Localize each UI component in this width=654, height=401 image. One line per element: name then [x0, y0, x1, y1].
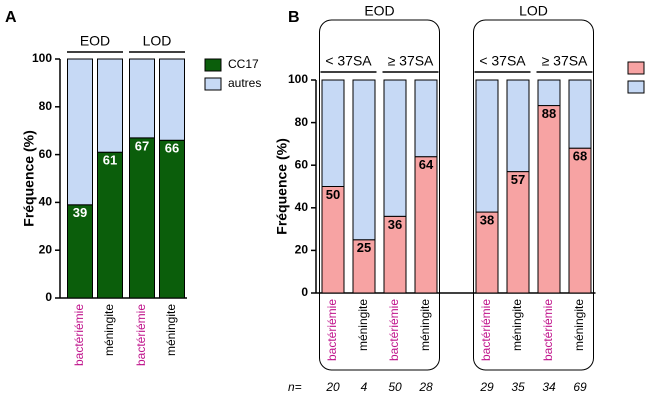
- bar-segment: [537, 105, 561, 294]
- bar-segment: [67, 58, 93, 206]
- group-box: [319, 19, 440, 371]
- bar-segment: [568, 79, 592, 149]
- value-label: 25: [357, 240, 371, 255]
- x-tick-label: bactériémie: [479, 299, 493, 361]
- bar-segment: [414, 156, 438, 294]
- x-tick-label: méningite: [102, 304, 116, 356]
- legend-label: CC17: [228, 57, 259, 71]
- y-tick-label: 80: [39, 99, 53, 113]
- bar-segment: [321, 186, 345, 294]
- value-label: 61: [103, 153, 117, 168]
- legend-label: autres: [228, 76, 261, 90]
- x-tick-label: méningite: [356, 299, 370, 351]
- x-tick-label: bactériémie: [72, 304, 86, 366]
- x-tick-label: bactériémie: [325, 299, 339, 361]
- subgroup-label: < 37SA: [325, 53, 372, 69]
- y-tick-label: 40: [295, 200, 309, 214]
- bar-segment: [506, 171, 530, 294]
- bar-segment: [129, 58, 155, 139]
- bar-segment: [383, 79, 407, 217]
- y-tick-label: 20: [39, 242, 53, 256]
- bar-segment: [97, 58, 123, 153]
- legend-swatch: [204, 77, 222, 91]
- n-label: n=: [288, 380, 302, 394]
- bar-segment: [414, 79, 438, 158]
- y-tick-label: 60: [295, 157, 309, 171]
- y-axis-label: Fréquence (%): [21, 130, 37, 226]
- bar-segment: [568, 147, 592, 294]
- group-label: EOD: [80, 33, 110, 49]
- value-label: 64: [419, 157, 434, 172]
- y-tick-label: 20: [295, 243, 309, 257]
- y-tick-label: 0: [45, 290, 52, 304]
- panel-label: B: [288, 9, 300, 26]
- x-tick-label: bactériémie: [134, 304, 148, 366]
- bar-segment: [97, 151, 123, 299]
- n-value: 28: [418, 380, 433, 394]
- value-label: 68: [573, 149, 587, 164]
- value-label: 66: [165, 141, 179, 156]
- y-tick-label: 0: [301, 285, 308, 299]
- value-label: 67: [135, 138, 149, 153]
- subgroup-label: ≥ 37SA: [388, 53, 434, 69]
- bar-segment: [475, 79, 499, 213]
- n-value: 35: [511, 380, 525, 394]
- group-label: LOD: [143, 33, 172, 49]
- bar-segment: [159, 139, 185, 299]
- bar-segment: [129, 137, 155, 299]
- n-value: 29: [479, 380, 494, 394]
- n-value: 34: [542, 380, 556, 394]
- x-tick-label: bactériémie: [541, 299, 555, 361]
- group-box: [473, 19, 594, 371]
- n-value: 4: [361, 380, 368, 394]
- value-label: 88: [542, 106, 556, 121]
- y-tick-label: 100: [32, 51, 52, 65]
- y-tick-label: 40: [39, 195, 53, 209]
- value-label: 36: [388, 217, 402, 232]
- bar-segment: [159, 58, 185, 141]
- subgroup-label: < 37SA: [479, 53, 526, 69]
- value-label: 50: [326, 187, 340, 202]
- x-tick-label: méningite: [418, 299, 432, 351]
- y-tick-label: 100: [288, 72, 308, 86]
- x-tick-label: méningite: [164, 304, 178, 356]
- group-label: EOD: [364, 3, 394, 19]
- bar-segment: [506, 79, 530, 173]
- panel-label: A: [5, 9, 17, 26]
- bar-segment: [352, 79, 376, 241]
- legend-swatch: [627, 80, 645, 94]
- n-value: 69: [573, 380, 587, 394]
- n-value: 20: [325, 380, 340, 394]
- value-label: 39: [73, 205, 87, 220]
- value-label: 57: [511, 172, 525, 187]
- y-axis-label: Fréquence (%): [274, 138, 290, 234]
- y-tick-label: 80: [295, 115, 309, 129]
- legend-swatch: [627, 61, 645, 75]
- bar-segment: [67, 204, 93, 299]
- bar-segment: [537, 79, 561, 107]
- subgroup-label: ≥ 37SA: [542, 53, 588, 69]
- x-tick-label: méningite: [572, 299, 586, 351]
- legend-swatch: [204, 58, 222, 72]
- group-label: LOD: [519, 3, 548, 19]
- y-tick-label: 60: [39, 147, 53, 161]
- n-value: 50: [388, 380, 402, 394]
- bar-segment: [321, 79, 345, 187]
- x-tick-label: méningite: [510, 299, 524, 351]
- value-label: 38: [480, 212, 494, 227]
- x-tick-label: bactériémie: [387, 299, 401, 361]
